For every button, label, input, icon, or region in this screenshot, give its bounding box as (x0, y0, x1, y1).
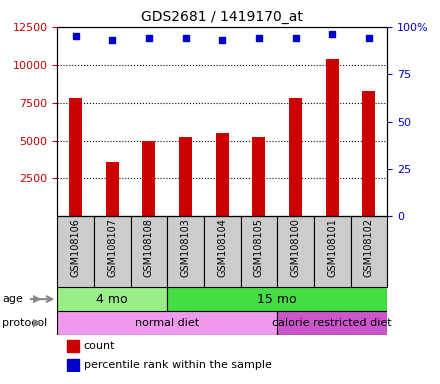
Text: GSM108104: GSM108104 (217, 218, 227, 276)
Bar (253, 137, 265, 216)
Bar (363, 91, 375, 216)
Text: 15 mo: 15 mo (257, 293, 297, 306)
Bar (314, 216, 351, 287)
Text: GSM108102: GSM108102 (364, 218, 374, 276)
Point (109, 37, 116, 43)
Text: calorie restricted diet: calorie restricted diet (272, 318, 392, 328)
Bar (277, 311, 387, 334)
Bar (57, 311, 277, 334)
Title: GDS2681 / 1419170_at: GDS2681 / 1419170_at (141, 10, 303, 25)
Text: ▶: ▶ (33, 318, 42, 328)
Text: GSM108108: GSM108108 (144, 218, 154, 276)
Text: count: count (84, 341, 115, 351)
Bar (289, 98, 302, 216)
Text: GSM108105: GSM108105 (254, 218, 264, 276)
Text: ▶: ▶ (33, 294, 42, 304)
Text: GSM108106: GSM108106 (70, 218, 81, 276)
Bar (57, 216, 94, 287)
Bar (241, 216, 277, 287)
Point (255, 35, 262, 41)
Bar (67, 359, 79, 371)
Text: percentile rank within the sample: percentile rank within the sample (84, 360, 271, 370)
Point (182, 35, 189, 41)
Point (72, 33, 79, 40)
Text: GSM108107: GSM108107 (107, 218, 117, 276)
Bar (67, 340, 79, 352)
Text: protocol: protocol (2, 318, 48, 328)
Point (219, 37, 226, 43)
Bar (216, 133, 229, 216)
Text: GSM108103: GSM108103 (180, 218, 191, 276)
Bar (277, 216, 314, 287)
Text: age: age (2, 294, 23, 304)
Bar (57, 287, 167, 311)
Bar (143, 141, 155, 216)
Text: GSM108101: GSM108101 (327, 218, 337, 276)
Bar (167, 287, 387, 311)
Bar (69, 98, 82, 216)
Bar (204, 216, 241, 287)
Bar (179, 137, 192, 216)
Text: 4 mo: 4 mo (96, 293, 128, 306)
Bar (106, 162, 119, 216)
Bar (94, 216, 131, 287)
Point (365, 35, 372, 41)
Bar (167, 216, 204, 287)
Text: normal diet: normal diet (135, 318, 199, 328)
Bar (351, 216, 387, 287)
Point (145, 35, 152, 41)
Point (292, 35, 299, 41)
Bar (131, 216, 167, 287)
Text: GSM108100: GSM108100 (290, 218, 301, 276)
Point (329, 31, 336, 38)
Bar (326, 59, 339, 216)
